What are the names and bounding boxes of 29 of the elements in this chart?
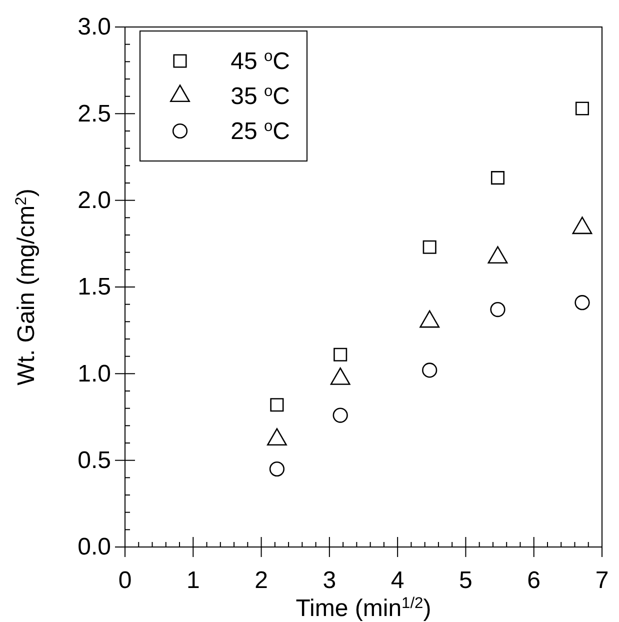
legend-label: 45 $^{o}$C [230,48,290,75]
x-tick-label: 3 [322,567,336,594]
y-tick-label: 1.0 [78,360,111,388]
x-tick-label: 7 [595,567,609,594]
y-tick-label: 2.0 [78,187,111,214]
point [269,461,285,477]
point [575,102,590,116]
point [270,398,284,412]
point [490,302,506,318]
x-tick-label: 0 [118,567,132,594]
point [332,408,348,423]
y-tick-label: 0.5 [78,447,111,474]
y-tick-label: 1.5 [78,274,111,301]
x-tick-label: 4 [390,567,404,594]
point [574,295,590,310]
x-tick-label: 2 [254,567,268,594]
point [490,171,505,185]
legend-label: 35 $^{o}$C [230,82,290,110]
y-tick-label: 0.0 [78,534,111,561]
legend-label: 25 $^{o}$C [230,118,290,145]
point [334,348,348,362]
point [422,362,438,378]
x-axis-title: Time (min$^{1/2}$) [296,594,432,622]
point [422,240,436,254]
y-tick-label: 2.5 [78,100,111,128]
x-tick-label: 6 [527,567,541,594]
y-tick-label: 3.0 [78,14,111,41]
x-tick-label: 1 [186,567,200,594]
x-tick-label: 5 [459,567,472,594]
